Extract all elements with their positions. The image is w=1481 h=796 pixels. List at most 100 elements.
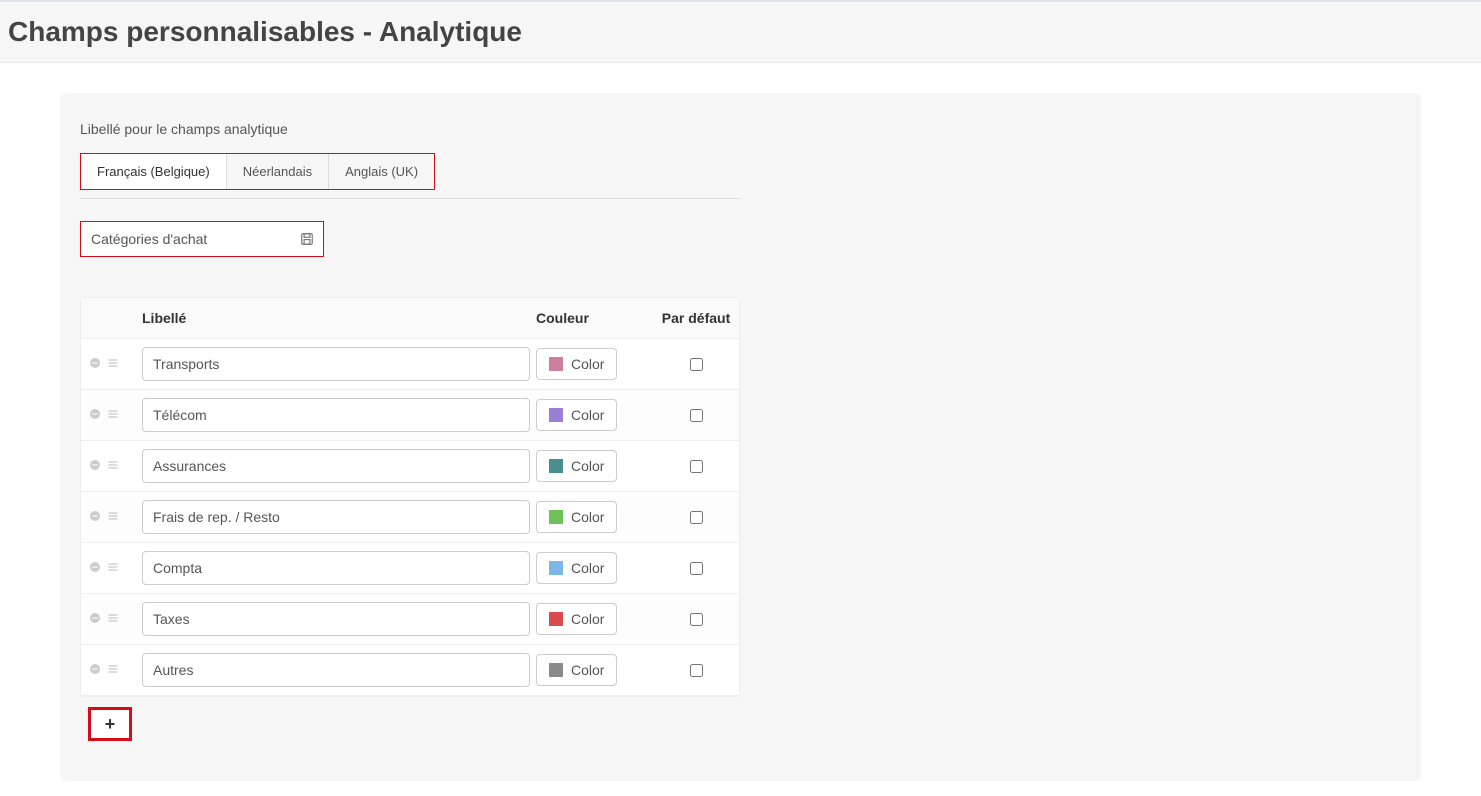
row-default-cell [656, 661, 736, 680]
color-picker-button[interactable]: Color [536, 348, 617, 380]
default-checkbox[interactable] [690, 511, 703, 524]
row-label-input[interactable] [142, 398, 530, 432]
row-default-cell [656, 610, 736, 629]
color-swatch [549, 357, 563, 371]
drag-handle-icon[interactable] [107, 459, 119, 473]
row-label-input[interactable] [142, 347, 530, 381]
row-default-cell [656, 355, 736, 374]
row-handles [81, 561, 136, 575]
row-label-cell [136, 602, 536, 636]
row-color-cell: Color [536, 501, 656, 533]
remove-icon[interactable] [89, 408, 101, 422]
drag-handle-icon[interactable] [107, 561, 119, 575]
tab-dutch[interactable]: Néerlandais [226, 154, 328, 189]
row-label-input[interactable] [142, 500, 530, 534]
table-row: Color [81, 390, 739, 441]
color-button-label: Color [571, 611, 604, 627]
row-handles [81, 510, 136, 524]
default-checkbox[interactable] [690, 460, 703, 473]
color-picker-button[interactable]: Color [536, 399, 617, 431]
color-picker-button[interactable]: Color [536, 603, 617, 635]
remove-icon[interactable] [89, 663, 101, 677]
table-row: Color [81, 543, 739, 594]
table-row: Color [81, 645, 739, 696]
color-picker-button[interactable]: Color [536, 450, 617, 482]
color-button-label: Color [571, 509, 604, 525]
row-label-cell [136, 398, 536, 432]
remove-icon[interactable] [89, 459, 101, 473]
table-header: Libellé Couleur Par défaut [81, 298, 739, 339]
row-handles [81, 612, 136, 626]
row-default-cell [656, 457, 736, 476]
row-label-input[interactable] [142, 449, 530, 483]
field-name-wrap [80, 221, 324, 257]
default-checkbox[interactable] [690, 409, 703, 422]
row-label-input[interactable] [142, 551, 530, 585]
table-row: Color [81, 441, 739, 492]
col-header-label: Libellé [136, 310, 536, 326]
row-label-cell [136, 500, 536, 534]
color-picker-button[interactable]: Color [536, 654, 617, 686]
col-header-color: Couleur [536, 310, 656, 326]
row-label-input[interactable] [142, 653, 530, 687]
row-label-input[interactable] [142, 602, 530, 636]
categories-table-wrap: Libellé Couleur Par défaut Color Color Col… [80, 297, 750, 741]
col-header-default: Par défaut [656, 310, 736, 326]
tab-english[interactable]: Anglais (UK) [328, 154, 434, 189]
section-label: Libellé pour le champs analytique [80, 121, 1401, 137]
row-color-cell: Color [536, 552, 656, 584]
color-picker-button[interactable]: Color [536, 552, 617, 584]
color-swatch [549, 459, 563, 473]
row-handles [81, 663, 136, 677]
color-swatch [549, 408, 563, 422]
row-label-cell [136, 653, 536, 687]
drag-handle-icon[interactable] [107, 510, 119, 524]
row-default-cell [656, 406, 736, 425]
row-default-cell [656, 508, 736, 527]
color-picker-button[interactable]: Color [536, 501, 617, 533]
color-button-label: Color [571, 662, 604, 678]
row-label-cell [136, 449, 536, 483]
add-row-button[interactable]: + [88, 707, 132, 741]
page-header: Champs personnalisables - Analytique [0, 2, 1481, 63]
row-handles [81, 357, 136, 371]
row-color-cell: Color [536, 450, 656, 482]
row-handles [81, 408, 136, 422]
table-row: Color [81, 339, 739, 390]
remove-icon[interactable] [89, 612, 101, 626]
drag-handle-icon[interactable] [107, 408, 119, 422]
color-button-label: Color [571, 458, 604, 474]
table-row: Color [81, 594, 739, 645]
color-button-label: Color [571, 407, 604, 423]
remove-icon[interactable] [89, 561, 101, 575]
save-icon[interactable] [299, 231, 315, 247]
default-checkbox[interactable] [690, 358, 703, 371]
language-tabs: Français (Belgique) Néerlandais Anglais … [80, 153, 435, 190]
page-title: Champs personnalisables - Analytique [8, 16, 1473, 48]
row-color-cell: Color [536, 603, 656, 635]
tab-french[interactable]: Français (Belgique) [81, 154, 226, 189]
default-checkbox[interactable] [690, 562, 703, 575]
default-checkbox[interactable] [690, 664, 703, 677]
row-color-cell: Color [536, 399, 656, 431]
settings-panel: Libellé pour le champs analytique França… [60, 93, 1421, 781]
row-color-cell: Color [536, 654, 656, 686]
color-swatch [549, 612, 563, 626]
color-swatch [549, 510, 563, 524]
drag-handle-icon[interactable] [107, 612, 119, 626]
color-button-label: Color [571, 560, 604, 576]
color-button-label: Color [571, 356, 604, 372]
color-swatch [549, 561, 563, 575]
remove-icon[interactable] [89, 510, 101, 524]
row-handles [81, 459, 136, 473]
color-swatch [549, 663, 563, 677]
row-label-cell [136, 347, 536, 381]
drag-handle-icon[interactable] [107, 663, 119, 677]
divider [80, 198, 740, 199]
default-checkbox[interactable] [690, 613, 703, 626]
row-default-cell [656, 559, 736, 578]
drag-handle-icon[interactable] [107, 357, 119, 371]
row-color-cell: Color [536, 348, 656, 380]
field-name-input[interactable] [81, 222, 291, 256]
remove-icon[interactable] [89, 357, 101, 371]
